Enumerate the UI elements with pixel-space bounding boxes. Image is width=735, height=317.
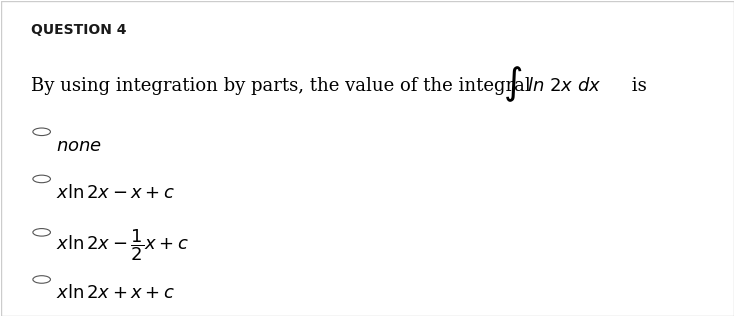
Text: QUESTION 4: QUESTION 4 bbox=[31, 23, 126, 37]
Text: $x\ln 2x + x + c$: $x\ln 2x + x + c$ bbox=[57, 284, 176, 302]
Text: $\mathit{ln}\ 2x\ dx$: $\mathit{ln}\ 2x\ dx$ bbox=[527, 77, 601, 95]
Text: $x\ln 2x - \dfrac{1}{2}x + c$: $x\ln 2x - \dfrac{1}{2}x + c$ bbox=[57, 228, 189, 263]
Text: $\mathit{none}$: $\mathit{none}$ bbox=[57, 137, 102, 154]
Text: $\int$: $\int$ bbox=[503, 64, 523, 104]
Text: By using integration by parts, the value of the integral: By using integration by parts, the value… bbox=[31, 77, 536, 95]
Text: $x\ln 2x - x + c$: $x\ln 2x - x + c$ bbox=[57, 184, 176, 202]
Text: is: is bbox=[626, 77, 647, 95]
